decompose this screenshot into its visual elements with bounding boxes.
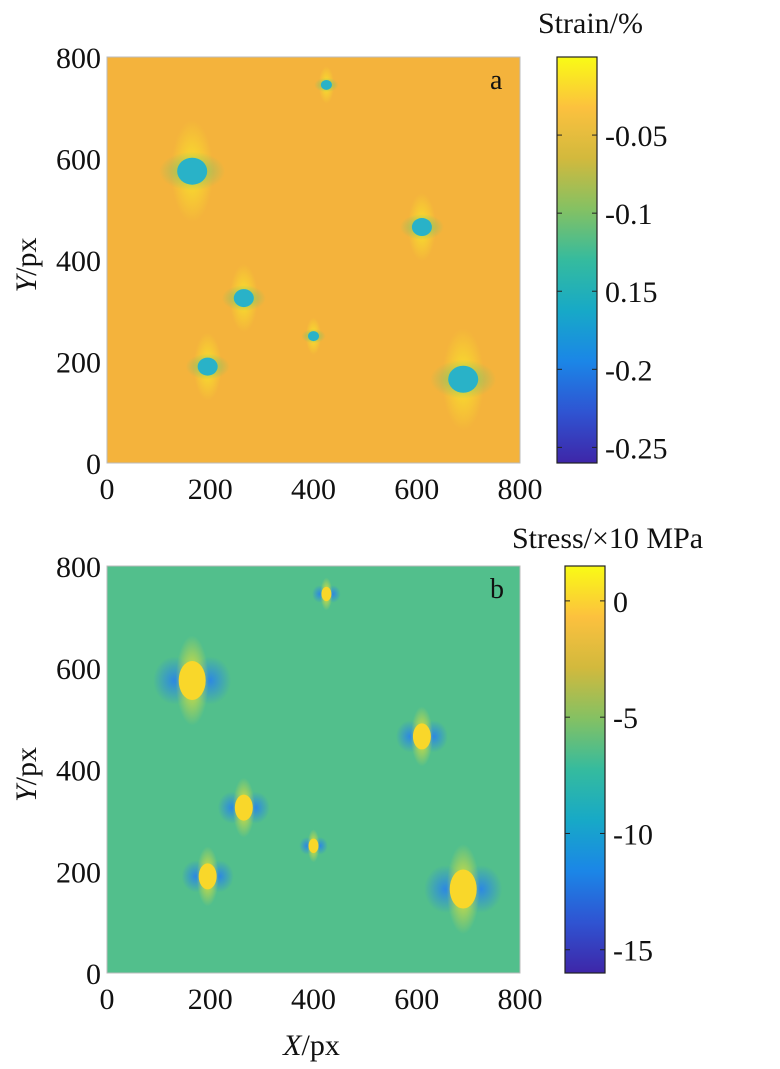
y-tick-label: 600 [56,653,101,686]
panel-a-colorbar [556,56,598,464]
colorbar-tick-label: -0.2 [605,354,653,387]
x-tick-label: 800 [498,473,543,506]
panel-a-plot-frame [106,56,521,464]
panel-b-y-axis-symbol: Y [10,782,43,802]
panel-b-x-tick-labels: 0 200 400 600 800 [100,983,543,1016]
panel-a-colorbar-ticks: -0.05 -0.1 0.15 -0.2 -0.25 [557,120,668,465]
x-tick-label: 800 [498,983,543,1016]
x-tick-label: 600 [394,473,439,506]
panel-a-strain-map: a 0 200 400 600 800 0 200 400 600 800 Y/px Strai… [10,7,668,506]
panel-b-x-axis-symbol: X [282,1029,303,1062]
x-tick-label: 400 [291,473,336,506]
colorbar-tick-label: -10 [613,818,653,851]
x-tick-label: 0 [100,473,115,506]
panel-a-x-tick-labels: 0 200 400 600 800 [100,473,543,506]
panel-b-heatmap [107,566,520,973]
panel-a-label: a [490,65,503,96]
panel-a-y-axis-symbol: Y [10,273,43,293]
panel-b-y-axis-unit: /px [10,747,43,785]
panel-b-y-tick-labels: 0 200 400 600 800 [56,551,101,991]
panel-a-heatmap [107,57,520,463]
inclusion-marker [221,264,266,333]
inclusion-marker [153,635,232,726]
panel-b-y-axis-label: Y/px [10,747,43,802]
panel-b-x-axis-label: X/px [282,1029,340,1062]
inclusion-marker [314,66,339,104]
inclusion-marker [159,120,226,223]
y-tick-label: 800 [56,42,101,75]
colorbar-tick-label: -15 [613,935,653,968]
colorbar-tick-label: 0.15 [605,276,658,309]
panel-b-colorbar-label: Stress/×10 MPa [512,522,703,555]
colorbar-tick-label: -0.05 [605,120,668,153]
y-tick-label: 200 [56,347,101,380]
panel-b-x-axis-unit: /px [301,1029,339,1062]
panel-a-colorbar-label: Strain/% [538,7,643,40]
colorbar-tick-label: -0.1 [605,198,653,231]
x-tick-label: 600 [394,983,439,1016]
inclusion-marker [395,706,448,767]
inclusion-marker [312,577,341,611]
y-tick-label: 800 [56,551,101,584]
y-tick-label: 0 [86,958,101,991]
x-tick-label: 400 [291,983,336,1016]
inclusion-marker [299,829,328,863]
inclusion-marker [424,844,503,935]
colorbar-tick-label: 0 [613,586,628,619]
panel-a-y-axis-unit: /px [10,237,43,275]
y-tick-label: 400 [56,755,101,788]
panel-b-colorbar [564,565,606,974]
colorbar-tick-label: -0.25 [605,432,668,465]
colorbar-tick-label: -5 [613,702,638,735]
x-tick-label: 200 [188,473,233,506]
x-tick-label: 200 [188,983,233,1016]
inclusion-marker [185,332,230,401]
panel-b-label: b [490,574,504,605]
panel-b-colorbar-ticks: 0 -5 -10 -15 [565,586,653,968]
inclusion-marker [217,777,270,838]
panel-a-y-tick-labels: 0 200 400 600 800 [56,42,101,481]
y-tick-label: 600 [56,144,101,177]
panel-a-y-axis-label: Y/px [10,237,43,292]
inclusion-marker [399,193,444,262]
y-tick-label: 400 [56,245,101,278]
y-tick-label: 200 [56,856,101,889]
panel-b-plot-frame [106,565,521,974]
inclusion-marker [430,328,497,431]
x-tick-label: 0 [100,983,115,1016]
inclusion-marker [301,317,326,355]
y-tick-label: 0 [86,448,101,481]
inclusion-marker [181,846,234,907]
